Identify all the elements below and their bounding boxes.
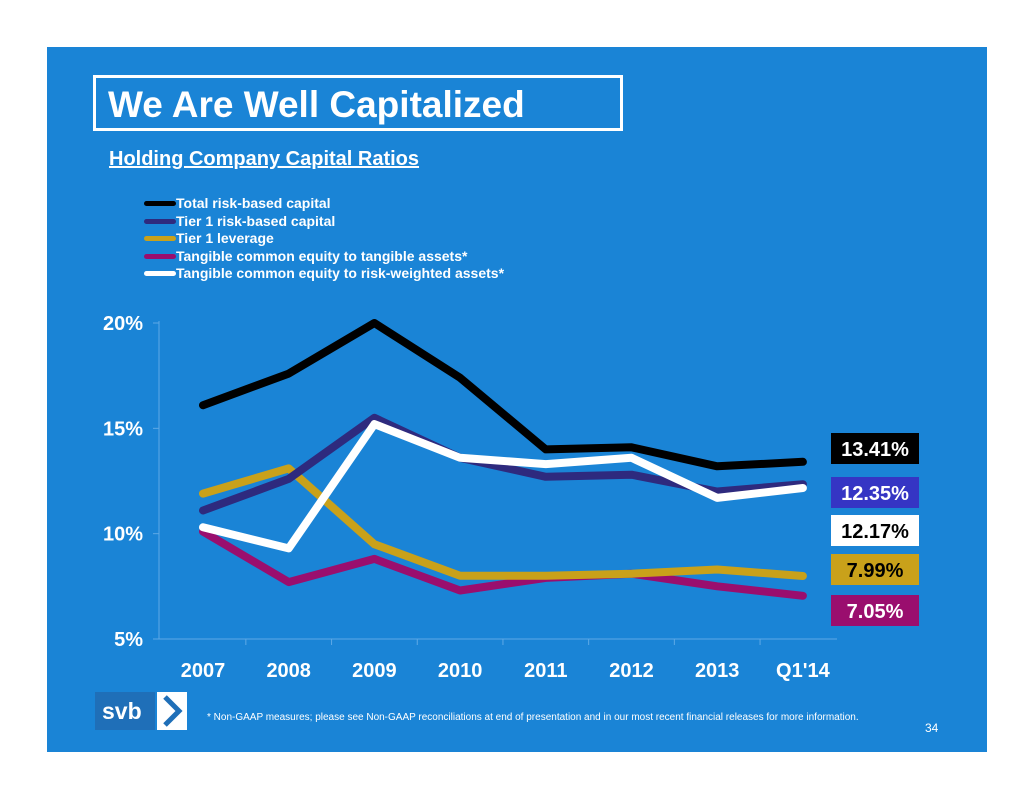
- page-number: 34: [925, 721, 939, 735]
- logo-text: svb: [102, 698, 142, 724]
- series-line: [199, 420, 807, 553]
- title-box: We Are Well Capitalized: [93, 75, 623, 131]
- value-label-box: [831, 433, 919, 464]
- legend-label: Tier 1 risk-based capital: [176, 212, 336, 229]
- value-label: 13.41%: [841, 439, 909, 461]
- y-tick-label: 15%: [103, 418, 143, 440]
- value-label-box: [831, 515, 919, 546]
- x-tick-label: 2009: [352, 660, 397, 682]
- legend-swatch: [144, 236, 176, 241]
- legend-label: Total risk-based capital: [176, 195, 331, 211]
- value-label: 12.35%: [841, 483, 909, 505]
- legend-swatch: [144, 253, 176, 259]
- legend-swatch: [144, 201, 176, 206]
- x-tick-label: 2007: [181, 660, 226, 682]
- legend-swatch: [144, 218, 176, 224]
- value-label-box: [831, 554, 919, 585]
- svb-logo-mark: svb: [95, 692, 187, 730]
- y-tick-label: 10%: [103, 524, 143, 546]
- x-tick-label: 2011: [524, 660, 567, 682]
- legend-swatch: [144, 271, 176, 276]
- series-line: [199, 527, 807, 600]
- value-label: 7.05%: [847, 601, 904, 623]
- x-tick-label: 2012: [609, 660, 654, 682]
- page-title: We Are Well Capitalized: [108, 84, 525, 125]
- x-tick-label: 2008: [266, 660, 311, 682]
- y-tick-label: 5%: [114, 629, 143, 651]
- value-label-box: [831, 477, 919, 508]
- legend-label: Tangible common equity to tangible asset…: [176, 247, 468, 264]
- x-tick-label: Q1'14: [776, 660, 831, 682]
- svb-logo: svb: [95, 692, 187, 730]
- series-line: [199, 319, 807, 471]
- footnote: * Non-GAAP measures; please see Non-GAAP…: [207, 712, 859, 723]
- line-chart: 5% 10% 15% 20% 2007 2008 2009 2010 2011 2012 2013 Q…: [103, 313, 919, 682]
- series-line: [199, 464, 807, 580]
- slide-background: We Are Well Capitalized Holding Company …: [47, 47, 987, 752]
- y-tick-label: 20%: [103, 313, 143, 335]
- legend-label: Tier 1 leverage: [176, 230, 274, 246]
- x-tick-label: 2010: [438, 660, 483, 682]
- x-tick-label: 2013: [695, 660, 740, 682]
- legend-label: Tangible common equity to risk-weighted …: [176, 265, 505, 281]
- value-label: 7.99%: [847, 560, 904, 582]
- chart-subtitle: Holding Company Capital Ratios: [109, 148, 420, 170]
- value-label: 12.17%: [841, 521, 909, 543]
- value-label-box: [831, 595, 919, 626]
